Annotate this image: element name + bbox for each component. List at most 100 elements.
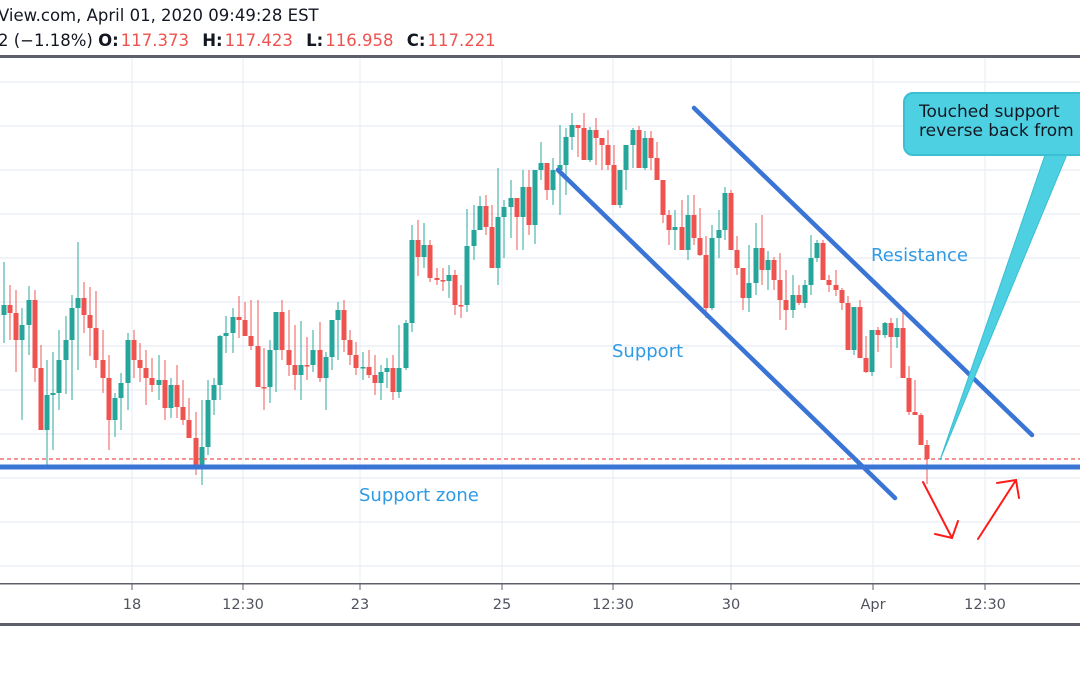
candle-body <box>310 350 316 365</box>
candle-body <box>924 445 930 459</box>
candle-body <box>180 407 186 420</box>
candle-body <box>875 330 881 335</box>
bottom-border <box>0 623 1080 626</box>
candle-body <box>56 360 62 393</box>
high-key: H: <box>202 31 223 50</box>
candle-body <box>106 378 112 420</box>
candle-body <box>845 303 851 350</box>
candle-body <box>820 243 826 280</box>
candle-body <box>654 158 660 180</box>
support-trendline[interactable] <box>555 167 898 501</box>
candle-body <box>882 323 888 335</box>
up-arrow-icon <box>977 478 1020 540</box>
candle-body <box>427 245 433 278</box>
down-arrow-icon <box>922 481 959 540</box>
candle-body <box>464 246 470 305</box>
candle-body <box>341 310 347 340</box>
candle-body <box>223 333 229 336</box>
candle-body <box>790 295 796 310</box>
close-value: 117.221 <box>427 31 496 50</box>
candle-body <box>753 248 759 283</box>
candle-body <box>317 350 323 378</box>
candle-body <box>918 415 924 445</box>
candle-body <box>716 230 722 238</box>
time-axis-label: 23 <box>350 597 370 613</box>
callout-pointer <box>939 151 1069 461</box>
candle-body <box>118 383 124 398</box>
support-zone-label: Support zone <box>359 485 479 506</box>
candle-body <box>605 145 611 165</box>
candle-body <box>544 163 550 190</box>
candle-body <box>69 308 75 340</box>
close-key: C: <box>406 31 426 50</box>
candle-body <box>489 227 495 268</box>
candle-body <box>63 340 69 360</box>
candle-body <box>802 285 808 303</box>
candle-body <box>304 365 310 367</box>
candle-body <box>100 360 106 378</box>
candle-body <box>666 215 672 230</box>
candle-body <box>267 350 273 387</box>
candle-body <box>783 300 789 310</box>
candle-body <box>112 398 118 420</box>
candle-body <box>691 215 697 238</box>
candle-body <box>149 378 155 385</box>
candle-body <box>403 323 409 368</box>
candle-body <box>186 420 192 438</box>
candle-body <box>771 260 777 280</box>
candle-body <box>13 313 19 340</box>
candle-body <box>796 295 802 303</box>
candle-body <box>575 125 581 128</box>
candle-body <box>685 215 691 250</box>
candle-body <box>777 280 783 300</box>
candle-body <box>242 320 248 336</box>
candle-body <box>587 130 593 160</box>
candle-body <box>660 180 666 215</box>
candle-body <box>826 280 832 285</box>
candle-body <box>390 368 396 392</box>
callout-box[interactable]: Touched support reverse back from <box>903 92 1080 156</box>
candle-body <box>508 198 514 207</box>
time-axis-label: 30 <box>721 597 741 613</box>
candle-body <box>353 355 359 368</box>
support-label: Support <box>612 341 684 362</box>
candle-body <box>863 358 869 372</box>
candle-body <box>471 230 477 246</box>
candle-body <box>1 305 7 315</box>
time-axis-label: 12:30 <box>222 597 264 613</box>
candle-body <box>261 387 267 389</box>
candle-body <box>452 275 458 305</box>
time-axis-label: Apr <box>860 597 886 613</box>
time-axis-label: 12:30 <box>592 597 634 613</box>
candle-body <box>569 125 575 137</box>
grid <box>0 58 1080 583</box>
candle-body <box>808 258 814 285</box>
candle-body <box>211 385 217 400</box>
candle-body <box>217 336 223 385</box>
candle-body <box>38 368 44 430</box>
candle-body <box>611 165 617 205</box>
time-axis-line <box>0 583 1080 585</box>
candle-body <box>857 307 863 358</box>
candle-body <box>483 206 489 227</box>
resistance-trendline[interactable] <box>691 105 1035 438</box>
candle-body <box>378 372 384 383</box>
symbol-title: View.com, April 01, 2020 09:49:28 EST <box>0 6 319 25</box>
candle-body <box>193 438 199 465</box>
candle-body <box>814 243 820 258</box>
candle-body <box>26 300 32 325</box>
time-axis-label: 18 <box>122 597 142 613</box>
candle-body <box>697 238 703 255</box>
candle-body <box>50 393 56 395</box>
candle-body <box>869 330 875 372</box>
candle-body <box>623 145 629 170</box>
candle-body <box>581 128 587 160</box>
candle-body <box>557 165 563 170</box>
candle-body <box>912 412 918 415</box>
candle-body <box>630 130 636 145</box>
candle-body <box>273 312 279 350</box>
candle-body <box>642 138 648 168</box>
candle-body <box>722 193 728 230</box>
candle-body <box>477 206 483 230</box>
